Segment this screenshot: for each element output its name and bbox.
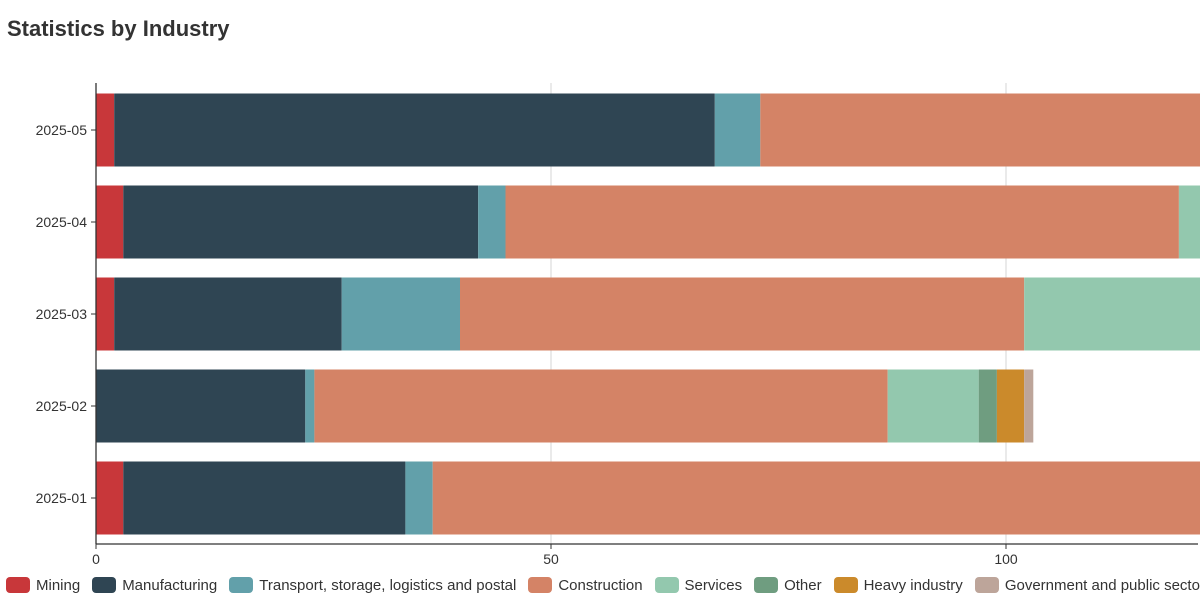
legend-swatch: [654, 577, 679, 593]
legend-item[interactable]: Other: [754, 577, 822, 594]
y-tick-label: 2025-03: [36, 306, 88, 322]
y-tick-label: 2025-02: [36, 398, 88, 414]
bar-segment: [96, 461, 124, 535]
bar-segment: [1024, 369, 1034, 443]
bar-segment: [305, 369, 315, 443]
legend-label: Services: [684, 576, 743, 594]
legend-swatch: [229, 577, 254, 593]
legend-swatch: [974, 577, 999, 593]
legend-item[interactable]: Services: [654, 576, 743, 594]
legend-label: Other: [784, 576, 822, 594]
bar-segment: [96, 185, 124, 259]
x-tick-label: 100: [994, 551, 1018, 567]
bar-segment: [96, 369, 306, 443]
bar-segment: [341, 277, 460, 351]
bar-segment: [96, 93, 115, 167]
legend-swatch: [92, 577, 117, 593]
bar-segment: [96, 277, 115, 351]
bar-segment: [405, 461, 433, 535]
legend-item[interactable]: Manufacturing: [92, 577, 217, 594]
bar-segment: [887, 369, 979, 443]
legend-item[interactable]: Construction: [528, 576, 643, 594]
bar-segment: [996, 369, 1025, 443]
legend-label: Government and public sector: [1004, 576, 1200, 594]
legend-label: Manufacturing: [122, 576, 218, 594]
legend-item[interactable]: Government and public sector: [974, 576, 1200, 594]
bar-segment: [760, 93, 1200, 167]
legend-swatch: [754, 577, 779, 593]
bar-segment: [314, 369, 888, 443]
legend-item[interactable]: Heavy industry: [833, 576, 963, 594]
y-tick-label: 2025-01: [36, 490, 88, 506]
chart-legend: Mining Manufacturing Transport, storage, l…: [6, 574, 1200, 596]
bar-segment: [432, 461, 1200, 535]
legend-item[interactable]: Transport, storage, logistics and postal: [229, 577, 516, 594]
y-tick-label: 2025-04: [36, 214, 88, 230]
bar-segment: [460, 277, 1025, 351]
x-tick-label: 0: [92, 551, 100, 567]
legend-label: Construction: [558, 576, 643, 594]
bar-segment: [505, 185, 1179, 259]
legend-swatch: [833, 577, 858, 593]
chart-title: Statistics by Industry: [7, 16, 230, 41]
bar-segment: [114, 93, 715, 167]
bar-segment: [123, 461, 406, 535]
bar-segment: [714, 93, 761, 167]
bar-segment: [1024, 277, 1200, 351]
bar-segment: [978, 369, 997, 443]
legend-label: Mining: [36, 576, 81, 594]
legend-label: Transport, storage, logistics and postal: [259, 576, 517, 594]
bar-segment: [478, 185, 506, 259]
legend-swatch: [6, 577, 30, 593]
legend-swatch: [528, 577, 553, 593]
bar-segment: [114, 277, 342, 351]
legend-label: Heavy industry: [863, 576, 963, 594]
bar-segment: [123, 185, 479, 259]
legend-item[interactable]: Mining: [6, 577, 80, 594]
bar-segment: [1178, 185, 1200, 259]
x-tick-label: 50: [543, 551, 559, 567]
y-tick-label: 2025-05: [36, 122, 88, 138]
